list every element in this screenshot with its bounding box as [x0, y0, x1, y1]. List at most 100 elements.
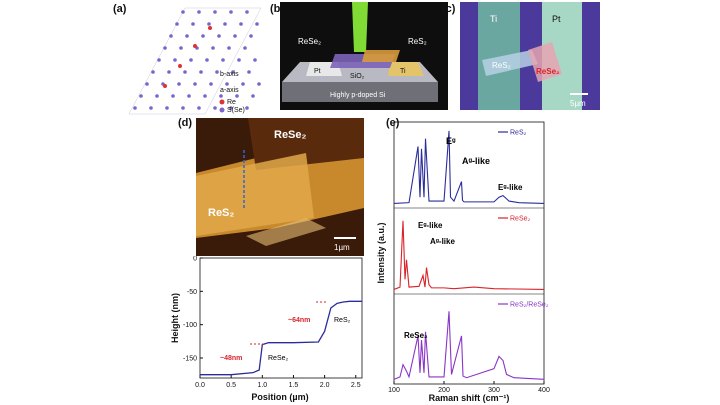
lattice-atom [233, 34, 237, 38]
raman-xtick: 100 [388, 387, 400, 394]
lattice-atom [213, 10, 217, 14]
lattice-atom [197, 10, 201, 14]
lattice-atom [239, 22, 243, 26]
raman-series-line [393, 311, 545, 380]
micro-res2-label: ReS₂ [492, 61, 511, 70]
raman-ylabel: Intensity (a.u.) [376, 222, 386, 283]
lattice-atom [219, 94, 223, 98]
b-axis-label: b-axis [220, 71, 239, 78]
raman-legend-label: ReS₂ [510, 130, 527, 137]
lattice-atom [133, 106, 137, 110]
lattice-atom [173, 58, 177, 62]
panel-label-a: (a) [113, 3, 127, 15]
height-xtick: 0.5 [226, 382, 236, 389]
height-xtick: 1.5 [289, 382, 299, 389]
annot-res2: ReS₂ [334, 317, 351, 324]
lattice-atom [205, 58, 209, 62]
height-xtick: 1.0 [257, 382, 267, 389]
lattice-atom [139, 94, 143, 98]
lattice-atom [171, 94, 175, 98]
lattice-atom [199, 70, 203, 74]
lattice-atom [245, 10, 249, 14]
lattice-atom [145, 82, 149, 86]
schem-ti-label: Ti [400, 68, 406, 75]
micro-pt-label: Pt [552, 14, 561, 24]
height-ytick: -50 [187, 289, 197, 296]
annot-rese2: ReSe₂ [268, 355, 289, 362]
lattice-atom [189, 58, 193, 62]
lattice-atom [221, 58, 225, 62]
device-schematic: ReSe₂ ReS₂ Pt SiO₂ Ti Highly p-doped Si [280, 2, 448, 110]
s-legend-dot [219, 107, 225, 113]
lattice-atom [181, 10, 185, 14]
lattice-atom [243, 46, 247, 50]
lattice-atom [249, 34, 253, 38]
micro-scalebar-label: 5µm [570, 99, 586, 108]
lattice-atom [191, 22, 195, 26]
raman-plot-frame [393, 121, 545, 385]
lattice-atom [197, 106, 201, 110]
raman-legend-label: ReS₂/ReSe₂ [510, 302, 549, 309]
lattice-atom [169, 34, 173, 38]
lattice-atom [245, 106, 249, 110]
annot-64nm: ~64nm [288, 317, 310, 324]
lattice-atom [211, 46, 215, 50]
height-xtick: 2.0 [320, 382, 330, 389]
lattice-atom [229, 106, 233, 110]
afm-image: ReSe₂ ReS₂ 1µm [196, 118, 364, 256]
lattice-atom [207, 22, 211, 26]
lattice-atom [163, 46, 167, 50]
raman-xtick: 300 [488, 387, 500, 394]
afm-scalebar-label: 1µm [334, 243, 350, 252]
lattice-atom [175, 22, 179, 26]
annot-ag-like-2: Aᵍ-like [430, 237, 455, 246]
lattice-atom [193, 82, 197, 86]
a-axis-label: a-axis [220, 87, 239, 94]
lattice-atom [187, 94, 191, 98]
lattice-atom [225, 82, 229, 86]
lattice-atom [151, 70, 155, 74]
raman-xtick: 400 [538, 387, 550, 394]
annot-48nm: ~48nm [220, 355, 242, 362]
raman-xtick: 200 [438, 387, 450, 394]
annot-ag-like-1: Aᵍ-like [462, 156, 490, 166]
height-xtick: 0.0 [195, 382, 205, 389]
lattice-atom [223, 22, 227, 26]
raman-series-line [393, 220, 545, 290]
lattice-atom [215, 70, 219, 74]
lattice-atom [177, 82, 181, 86]
afm-res2-label: ReS₂ [208, 207, 234, 219]
height-plot-frame [199, 257, 363, 379]
lattice-atom [247, 70, 251, 74]
height-profile-line [200, 300, 362, 376]
schem-rese2-label: ReSe₂ [298, 37, 321, 46]
lattice-atom [149, 106, 153, 110]
schem-sio2-label: SiO₂ [350, 73, 365, 80]
lattice-atom [185, 34, 189, 38]
lattice-atom [229, 10, 233, 14]
height-ytick: -100 [183, 322, 197, 329]
annot-eg-like-1: Eᵍ-like [498, 183, 523, 192]
lattice-atom [209, 82, 213, 86]
lattice-atom [237, 58, 241, 62]
lattice-atom [251, 94, 255, 98]
height-ylabel: Height (nm) [170, 293, 180, 343]
re-legend-dot [219, 99, 225, 105]
raman-chart: 100 200 300 400 ReS₂ ReSe₂ ReS₂/ReSe₂ Eᵍ Aᵍ-l… [376, 121, 550, 403]
annot-eg-1: Eᵍ [446, 136, 456, 146]
height-xtick: 2.5 [351, 382, 361, 389]
raman-legend-label: ReSe₂ [510, 216, 531, 223]
lattice-atom [167, 70, 171, 74]
panel-label-e: (e) [386, 117, 400, 129]
height-xlabel: Position (µm) [251, 392, 308, 402]
lattice-atom [201, 34, 205, 38]
lattice-atom [241, 82, 245, 86]
lattice-atom [235, 94, 239, 98]
schem-res2-label: ReS₂ [408, 37, 427, 46]
lattice-atom [213, 106, 217, 110]
height-ytick: -150 [183, 356, 197, 363]
s-legend-label: S(Se) [227, 107, 245, 114]
micro-ti-label: Ti [490, 14, 497, 24]
lattice-atom [203, 94, 207, 98]
schem-pt-label: Pt [314, 68, 321, 75]
